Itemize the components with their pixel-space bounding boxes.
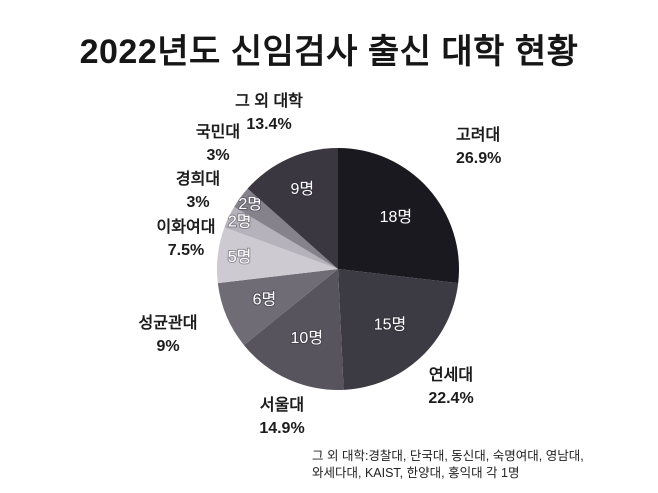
pie-count-label-0: 18명 [380, 208, 413, 226]
pie-count-label-4: 5명 [228, 248, 252, 266]
pie-slice-2 [243, 269, 344, 391]
pie-label-others-pct: 13.4% [246, 116, 292, 133]
pie-label-yonsei-univ-name: 연세대 [428, 367, 474, 384]
pie-label-skku-pct: 9% [156, 338, 180, 355]
pie-label-ewha-name: 이화여대 [156, 219, 216, 236]
pie-label-seoul-univ-name: 서울대 [259, 397, 305, 414]
pie-count-label-5: 2명 [228, 213, 252, 231]
pie-slice-5 [224, 206, 338, 269]
pie-label-skku: 성균관대 9% [118, 312, 218, 358]
pie-count-label-1: 15명 [374, 315, 407, 333]
pie-slice-3 [217, 269, 338, 346]
footnote-line-2: 와세다대, KAIST, 한양대, 홍익대 각 1명 [312, 466, 520, 480]
pie-label-kyunghee-name: 경희대 [175, 171, 221, 188]
pie-label-kookmin-name: 국민대 [195, 124, 241, 141]
pie-slice-0 [338, 148, 460, 284]
pie-count-label-3: 6명 [253, 291, 277, 309]
pie-label-seoul-univ-pct: 14.9% [259, 420, 305, 437]
pie-count-label-7: 9명 [290, 180, 314, 198]
pie-slice-4 [217, 227, 338, 284]
pie-count-label-6: 2명 [238, 195, 262, 213]
pie-label-ewha: 이화여대 7.5% [136, 216, 236, 262]
pie-label-korea-univ: 고려대 26.9% [456, 124, 576, 170]
pie-label-seoul-univ: 서울대 14.9% [232, 394, 332, 440]
pie-label-skku-name: 성균관대 [138, 315, 198, 332]
pie-count-label-2: 10명 [291, 329, 324, 347]
pie-label-ewha-pct: 7.5% [167, 242, 205, 259]
footnote-line-1: 그 외 대학:경찰대, 단국대, 동신대, 숙명여대, 영남대, [312, 449, 584, 463]
pie-slice-6 [234, 188, 338, 269]
pie-label-kookmin: 국민대 3% [168, 121, 268, 167]
pie-slice-1 [338, 269, 459, 390]
pie-label-yonsei-univ: 연세대 22.4% [401, 364, 501, 410]
footnote: 그 외 대학:경찰대, 단국대, 동신대, 숙명여대, 영남대, 와세다대, K… [312, 448, 652, 482]
pie-label-kyunghee: 경희대 3% [148, 168, 248, 214]
pie-label-korea-univ-pct: 26.9% [456, 150, 502, 167]
pie-label-korea-univ-name: 고려대 [456, 127, 501, 144]
pie-label-kookmin-pct: 3% [206, 147, 230, 164]
pie-label-kyunghee-pct: 3% [186, 194, 210, 211]
pie-label-others-name: 그 외 대학 [235, 93, 303, 110]
pie-slice-7 [247, 148, 338, 269]
chart-title: 2022년도 신임검사 출신 대학 현황 [79, 33, 579, 71]
pie-label-others: 그 외 대학 13.4% [199, 90, 339, 136]
pie-label-yonsei-univ-pct: 22.4% [428, 390, 474, 407]
